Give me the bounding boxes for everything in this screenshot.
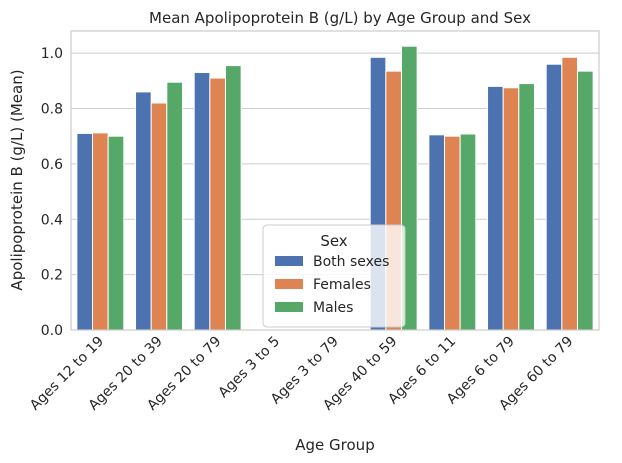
bar: [76, 132, 94, 331]
y-tick-label: 0.4: [41, 212, 63, 228]
bar: [502, 87, 520, 331]
legend-label: Males: [313, 300, 353, 316]
legend-label: Both sexes: [313, 254, 389, 270]
bar: [224, 65, 242, 331]
bar: [135, 91, 152, 331]
bar: [444, 135, 461, 331]
y-tick-label: 0.2: [41, 268, 63, 284]
bars-group: [76, 45, 594, 331]
bar: [487, 85, 504, 331]
legend-title: Sex: [320, 232, 347, 250]
bar: [518, 83, 535, 331]
legend-swatch: [275, 302, 303, 312]
y-tick-label: 0.6: [41, 157, 63, 173]
legend: Sex Both sexes Females Males: [262, 224, 406, 328]
bar: [209, 77, 226, 331]
legend-swatch: [275, 279, 303, 289]
bar: [150, 102, 168, 331]
legend-items: Both sexes Females Males: [275, 254, 389, 316]
bar: [166, 81, 183, 331]
x-axis-label: Age Group: [295, 436, 374, 454]
y-tick-label: 1.0: [41, 46, 63, 62]
bar: [459, 133, 477, 331]
y-tick-label: 0.0: [41, 323, 63, 339]
bar: [576, 70, 594, 331]
bar: [92, 132, 109, 331]
y-axis-label: Apolipoprotein B (g/L) (Mean): [8, 69, 26, 290]
bar: [193, 72, 211, 331]
bar: [561, 56, 578, 331]
legend-swatch: [275, 256, 303, 266]
chart-title: Mean Apolipoprotein B (g/L) by Age Group…: [149, 9, 531, 27]
y-tick-label: 0.8: [41, 102, 63, 118]
bar: [545, 63, 563, 331]
plot-frame: [70, 30, 600, 331]
legend-label: Females: [313, 277, 371, 293]
y-tick-labels: 0.0 0.2 0.4 0.6 0.8 1.0: [41, 46, 63, 339]
bar: [107, 135, 125, 331]
bar: [428, 134, 446, 331]
legend-box: [262, 224, 406, 328]
